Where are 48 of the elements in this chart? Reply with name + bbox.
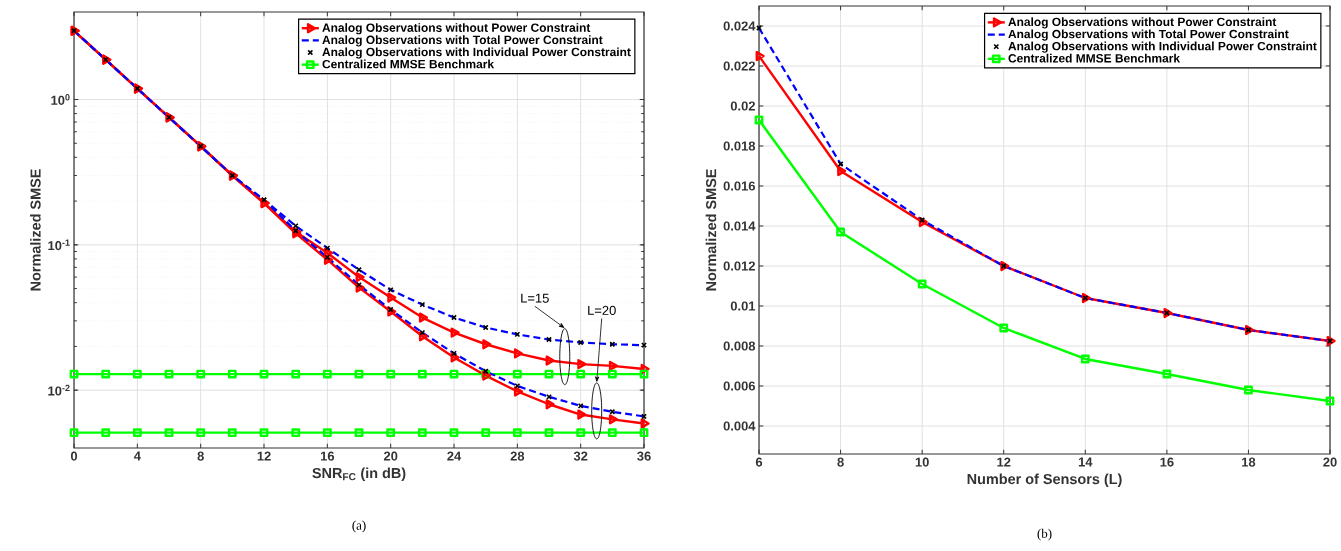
y-tick-label: 0.01 — [730, 301, 756, 311]
legend-label: Analog Observations with Individual Power Constraint — [1008, 41, 1317, 53]
y-tick-label: 0.018 — [723, 141, 756, 151]
x-tick-label: 6 — [755, 457, 763, 467]
annotation: L=15 — [521, 293, 549, 303]
x-tick-label: 16 — [1160, 457, 1174, 467]
x-tick-label: 8 — [837, 457, 844, 467]
text: (b) — [1037, 528, 1052, 541]
x-tick-label: 32 — [573, 451, 588, 461]
y-tick-label: 0.02 — [730, 101, 755, 111]
y-axis-title: Normalized SMSE — [705, 169, 717, 291]
x-tick-label: 36 — [637, 451, 651, 461]
x-axis-title: Number of Sensors (L) — [967, 473, 1122, 487]
y-tick-label: 0.016 — [723, 181, 756, 191]
legend-label: Centralized MMSE Benchmark — [322, 59, 495, 69]
x-tick-label: 24 — [447, 451, 462, 461]
x-tick-label: 8 — [197, 451, 204, 461]
y-tick-label: 0.006 — [723, 381, 756, 391]
x-tick-label: 20 — [383, 451, 398, 461]
y-tick-label: 10$^{-2}$ — [48, 384, 70, 396]
text: (a) — [352, 520, 366, 533]
y-tick-label: 0.012 — [723, 261, 755, 271]
legend-label: Analog Observations without Power Constraint — [1008, 17, 1277, 29]
y-tick-label: 0.022 — [723, 61, 755, 71]
x-tick-label: 12 — [997, 457, 1011, 467]
legend-label: Analog Observations with Individual Power Constraint — [322, 47, 631, 59]
y-tick-label: 0.014 — [723, 221, 756, 231]
x-axis-title: SNR$_{FC}$ (in dB) — [312, 467, 406, 482]
legend-label: Analog Observations with Total Power Constraint — [322, 35, 603, 47]
annotation: L=20 — [588, 305, 616, 315]
y-tick-label: 0.008 — [723, 341, 756, 351]
x-tick-label: 10 — [915, 457, 929, 467]
x-tick-label: 0 — [70, 451, 78, 461]
x-tick-label: 4 — [133, 451, 141, 461]
y-axis-title: Normalized SMSE — [30, 169, 41, 291]
y-tick-label: 10$^{-1}$ — [48, 239, 70, 251]
y-tick-label: 10$^{0}$ — [51, 94, 70, 105]
legend-label: Centralized MMSE Benchmark — [1008, 53, 1181, 63]
x-tick-label: 28 — [510, 451, 525, 461]
x-tick-label: 14 — [1078, 457, 1093, 467]
y-tick-label: 0.004 — [723, 421, 756, 431]
legend-label: Analog Observations without Power Constraint — [322, 23, 591, 35]
x-tick-label: 16 — [320, 451, 335, 461]
x-tick-label: 18 — [1242, 457, 1256, 467]
x-tick-label: 12 — [257, 451, 271, 461]
y-tick-label: 0.024 — [723, 21, 756, 31]
x-tick-label: 20 — [1323, 457, 1337, 467]
legend-label: Analog Observations with Total Power Constraint — [1008, 29, 1289, 41]
